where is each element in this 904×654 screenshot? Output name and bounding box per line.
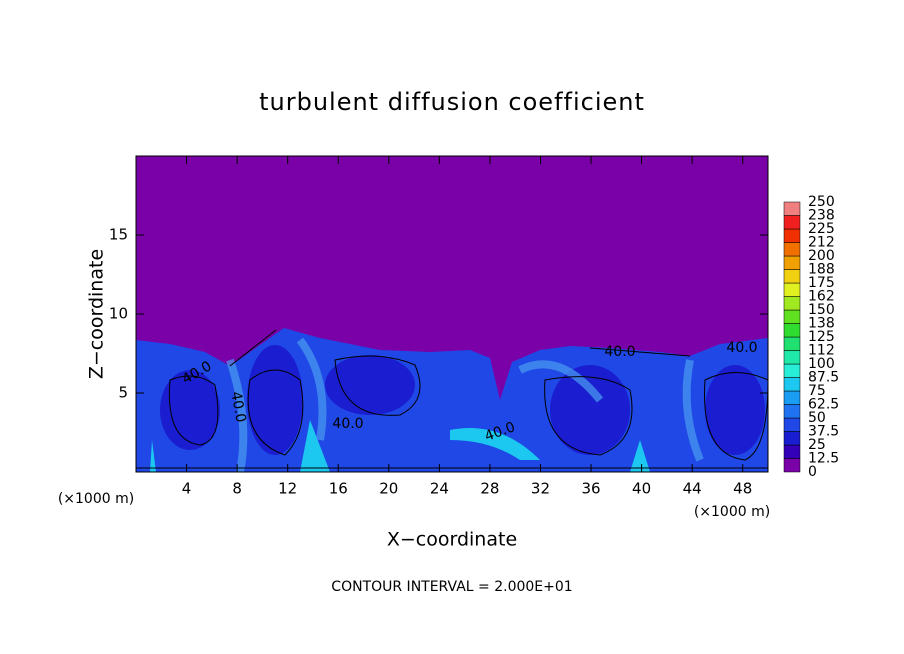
colorbar-label: 150 bbox=[808, 302, 835, 318]
footnote: CONTOUR INTERVAL = 2.000E+01 bbox=[331, 579, 572, 595]
contour-label: 40.0 bbox=[726, 340, 757, 356]
x-tick-label: 8 bbox=[232, 480, 242, 498]
field bbox=[136, 156, 769, 473]
contour-line bbox=[136, 329, 769, 469]
field-core bbox=[705, 365, 765, 455]
y-axis-label: Z−coordinate bbox=[86, 249, 108, 379]
colorbar-swatch bbox=[783, 377, 801, 392]
x-unit-label: (×1000 m) bbox=[694, 504, 770, 520]
colorbar-swatch bbox=[783, 282, 801, 297]
colorbar-label: 87.5 bbox=[808, 370, 839, 386]
contour-label: 40.0 bbox=[227, 390, 248, 423]
colorbar-label: 225 bbox=[808, 221, 835, 237]
colorbar-swatch bbox=[783, 215, 801, 230]
colorbar-swatch bbox=[783, 404, 801, 419]
colorbar-label: 0 bbox=[808, 464, 817, 480]
y-tick-label: 10 bbox=[109, 305, 128, 323]
colorbar-label: 100 bbox=[808, 356, 835, 372]
colorbar-swatch bbox=[783, 309, 801, 324]
colorbar-label: 12.5 bbox=[808, 451, 839, 467]
colorbar-swatch bbox=[783, 201, 801, 216]
colorbar-label: 112 bbox=[808, 343, 835, 359]
chart-title: turbulent diffusion coefficient bbox=[259, 88, 645, 116]
colorbar-label: 212 bbox=[808, 235, 835, 251]
x-tick-label: 12 bbox=[278, 480, 297, 498]
x-tick-label: 4 bbox=[182, 480, 192, 498]
y-tick-label: 5 bbox=[118, 384, 128, 402]
colorbar-label: 125 bbox=[808, 329, 835, 345]
field-core bbox=[160, 370, 220, 450]
colorbar-swatch bbox=[783, 431, 801, 446]
colorbar-swatch bbox=[783, 255, 801, 270]
contour-label: 40.0 bbox=[332, 416, 363, 432]
colorbar-swatch bbox=[783, 417, 801, 432]
colorbar-swatch bbox=[783, 458, 801, 473]
contour-label: 40.0 bbox=[604, 344, 635, 360]
colorbar-swatch bbox=[783, 336, 801, 351]
y-tick-label: 15 bbox=[109, 226, 128, 244]
colorbar-swatch bbox=[783, 269, 801, 284]
colorbar-swatch bbox=[783, 296, 801, 311]
colorbar-swatch bbox=[783, 363, 801, 378]
field-streak bbox=[150, 420, 650, 472]
field-streak bbox=[226, 337, 704, 473]
field-core bbox=[325, 355, 415, 415]
colorbar-swatch bbox=[783, 350, 801, 365]
colorbar-swatch bbox=[783, 242, 801, 257]
colorbar-swatch bbox=[783, 323, 801, 338]
field-core bbox=[247, 345, 303, 455]
x-tick-label: 48 bbox=[733, 480, 752, 498]
colorbar-label: 138 bbox=[808, 316, 835, 332]
colorbar-label: 75 bbox=[808, 383, 826, 399]
colorbar-label: 25 bbox=[808, 437, 826, 453]
x-tick-label: 28 bbox=[480, 480, 499, 498]
x-tick-label: 24 bbox=[430, 480, 449, 498]
x-tick-label: 20 bbox=[379, 480, 398, 498]
x-tick-label: 40 bbox=[632, 480, 651, 498]
colorbar-label: 62.5 bbox=[808, 397, 839, 413]
x-tick-label: 32 bbox=[531, 480, 550, 498]
x-tick-label: 36 bbox=[581, 480, 600, 498]
colorbar-label: 250 bbox=[808, 194, 835, 210]
colorbar-label: 175 bbox=[808, 275, 835, 291]
colorbar-swatch bbox=[783, 444, 801, 459]
field-core bbox=[550, 365, 630, 455]
x-tick-label: 44 bbox=[683, 480, 702, 498]
colorbar-label: 37.5 bbox=[808, 424, 839, 440]
colorbar-swatch bbox=[783, 390, 801, 405]
x-axis-label: X−coordinate bbox=[387, 529, 517, 551]
x-unit-label: (×1000 m) bbox=[58, 491, 134, 507]
colorbar-label: 188 bbox=[808, 262, 835, 278]
x-tick-label: 16 bbox=[329, 480, 348, 498]
colorbar-label: 50 bbox=[808, 410, 826, 426]
colorbar-label: 162 bbox=[808, 289, 835, 305]
colorbar-label: 238 bbox=[808, 208, 835, 224]
colorbar-label: 200 bbox=[808, 248, 835, 264]
colorbar-swatch bbox=[783, 228, 801, 243]
